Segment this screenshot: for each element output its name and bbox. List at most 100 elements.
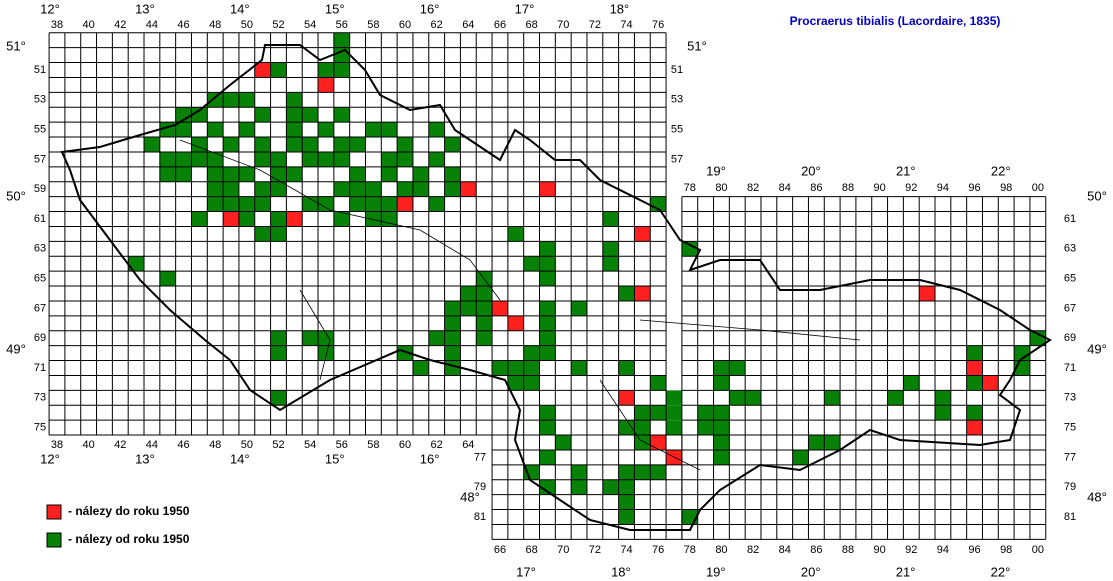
- row-label: 69: [1064, 332, 1076, 344]
- column-label: 62: [431, 439, 443, 451]
- column-label: 38: [51, 19, 63, 31]
- record-square: [365, 196, 382, 212]
- record-square: [713, 449, 730, 465]
- column-label: 46: [177, 19, 189, 31]
- legend-swatch: [46, 504, 62, 520]
- record-square: [618, 390, 635, 406]
- column-label: 80: [715, 544, 727, 556]
- record-square: [333, 181, 350, 197]
- row-label: 71: [1064, 362, 1076, 374]
- row-label: 65: [1064, 273, 1076, 285]
- column-label: 42: [114, 439, 126, 451]
- column-label: 84: [779, 544, 791, 556]
- column-label: 76: [652, 544, 664, 556]
- record-square: [476, 300, 493, 316]
- record-square: [444, 345, 461, 361]
- column-label: 38: [51, 439, 63, 451]
- record-square: [618, 509, 635, 525]
- row-label: 59: [34, 183, 46, 195]
- record-square: [618, 286, 635, 301]
- record-square: [966, 420, 983, 436]
- record-square: [602, 256, 619, 272]
- record-square: [286, 122, 303, 138]
- record-square: [254, 181, 271, 197]
- degree-label: 48°: [1087, 489, 1107, 504]
- column-label: 98: [1000, 544, 1012, 556]
- record-square: [618, 464, 635, 480]
- record-square: [349, 137, 366, 152]
- record-square: [365, 211, 382, 227]
- record-square: [428, 196, 445, 212]
- record-square: [666, 420, 682, 436]
- column-label: 90: [874, 544, 886, 556]
- legend-label: - nálezy od roku 1950: [68, 532, 190, 546]
- degree-label: 21°: [896, 564, 916, 579]
- record-square: [634, 405, 651, 421]
- row-label: 77: [474, 451, 486, 463]
- column-label: 00: [1032, 544, 1044, 556]
- record-square: [159, 151, 176, 167]
- record-square: [618, 494, 635, 510]
- record-square: [539, 300, 556, 316]
- column-label: 48: [209, 439, 221, 451]
- record-square: [634, 435, 651, 450]
- record-square: [238, 196, 255, 212]
- record-square: [444, 330, 461, 346]
- record-square: [539, 241, 556, 257]
- column-label: 82: [747, 182, 759, 194]
- record-square: [618, 420, 635, 436]
- record-square: [650, 435, 667, 450]
- record-square: [286, 107, 303, 123]
- record-square: [428, 151, 445, 167]
- record-square: [539, 271, 556, 287]
- row-label: 81: [1064, 511, 1076, 523]
- record-square: [270, 211, 287, 227]
- record-square: [571, 360, 587, 376]
- row-label: 51: [34, 64, 46, 76]
- row-label: 67: [34, 302, 46, 314]
- record-square: [729, 390, 746, 406]
- column-label: 88: [842, 544, 854, 556]
- record-square: [318, 77, 334, 93]
- record-square: [302, 107, 319, 123]
- record-square: [286, 211, 303, 227]
- row-label: 79: [474, 481, 486, 493]
- record-square: [349, 166, 366, 182]
- record-square: [428, 330, 445, 346]
- legend-swatch: [46, 532, 62, 548]
- record-square: [191, 137, 208, 152]
- record-square: [966, 375, 983, 391]
- record-square: [254, 226, 271, 242]
- record-square: [492, 360, 508, 376]
- row-label: 75: [1064, 422, 1076, 434]
- record-square: [207, 196, 224, 212]
- record-square: [270, 181, 287, 197]
- column-label: 58: [367, 439, 379, 451]
- column-label: 70: [557, 544, 569, 556]
- record-square: [302, 151, 319, 167]
- degree-label: 17°: [515, 1, 535, 16]
- column-label: 84: [779, 182, 791, 194]
- record-square: [634, 286, 651, 301]
- record-square: [270, 151, 287, 167]
- degree-label: 12°: [40, 1, 60, 16]
- degree-label: 18°: [610, 1, 630, 16]
- record-square: [144, 137, 160, 152]
- record-square: [238, 166, 255, 182]
- column-label: 00: [1032, 182, 1044, 194]
- record-square: [365, 122, 382, 138]
- column-label: 92: [905, 182, 917, 194]
- column-label: 82: [747, 544, 759, 556]
- grid: [48, 32, 1047, 540]
- legend-label: - nálezy do roku 1950: [68, 504, 190, 518]
- record-square: [302, 137, 319, 152]
- record-square: [412, 360, 429, 376]
- column-label: 62: [431, 19, 443, 31]
- row-label: 69: [34, 332, 46, 344]
- record-square: [223, 211, 239, 227]
- column-label: 68: [525, 19, 537, 31]
- record-square: [681, 509, 698, 525]
- record-square: [697, 405, 714, 421]
